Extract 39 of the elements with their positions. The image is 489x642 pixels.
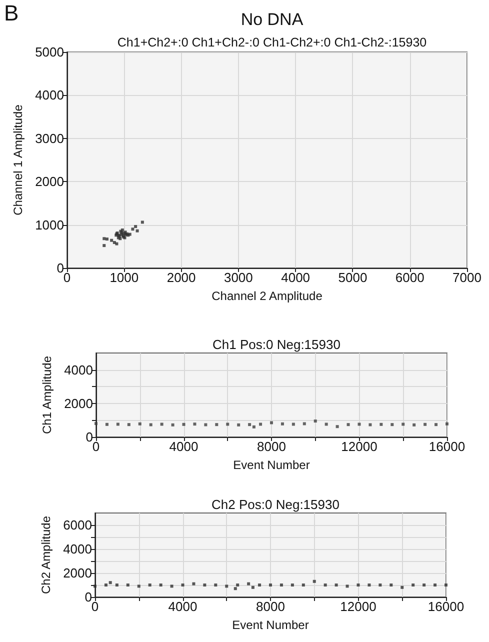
- y-tick-label: 4000: [63, 542, 92, 556]
- chart-title: Ch1 Pos:0 Neg:15930: [212, 337, 340, 352]
- y-tick-label: 5000: [35, 44, 64, 60]
- y-tick-label: 3000: [35, 130, 64, 146]
- x-tick-label: 16000: [428, 599, 464, 614]
- x-tick-label: 6000: [395, 270, 424, 285]
- x-tick-label: 4000: [281, 270, 310, 285]
- y-axis-title: Ch2 Amplitude: [39, 516, 54, 594]
- y-axis-title: Channel 1 Amplitude: [11, 104, 26, 216]
- x-tick-label: 8000: [257, 439, 286, 454]
- chart-title: Ch2 Pos:0 Neg:15930: [212, 497, 340, 512]
- x-tick-label: 4000: [169, 439, 198, 454]
- x-tick-label: 1000: [110, 270, 139, 285]
- y-tick-label: 0: [86, 430, 93, 444]
- x-tick-label: 12000: [340, 599, 376, 614]
- y-tick-label: 6000: [63, 518, 92, 532]
- y-tick-label: 2000: [63, 566, 92, 580]
- text: B: [4, 0, 19, 26]
- chart-subtitle: Ch1+Ch2+:0 Ch1+Ch2-:0 Ch1-Ch2+:0 Ch1-Ch2-:15930: [117, 36, 427, 50]
- y-tick-label: 1000: [35, 217, 64, 232]
- x-tick-label: 4000: [168, 599, 198, 614]
- y-axis-title: Ch1 Amplitude: [40, 356, 54, 434]
- y-tick-label: 4000: [64, 362, 93, 378]
- y-tick-label: 0: [84, 590, 92, 604]
- x-axis-title: Channel 2 Amplitude: [212, 289, 323, 303]
- y-tick-label: 0: [56, 260, 64, 276]
- x-tick-label: 16000: [428, 439, 466, 454]
- x-tick-label: 12000: [341, 439, 378, 454]
- chart-title: No DNA: [240, 10, 304, 29]
- x-tick-label: 5000: [338, 270, 368, 285]
- x-tick-label: 2000: [166, 270, 196, 285]
- x-tick-label: 7000: [452, 270, 482, 285]
- x-tick-label: 8000: [256, 599, 285, 614]
- y-tick-label: 4000: [35, 88, 64, 103]
- y-tick-label: 2000: [35, 174, 64, 190]
- y-tick-label: 2000: [64, 396, 93, 411]
- x-axis-title: Event Number: [232, 618, 309, 632]
- x-axis-title: Event Number: [233, 458, 310, 472]
- x-tick-label: 3000: [224, 270, 253, 285]
